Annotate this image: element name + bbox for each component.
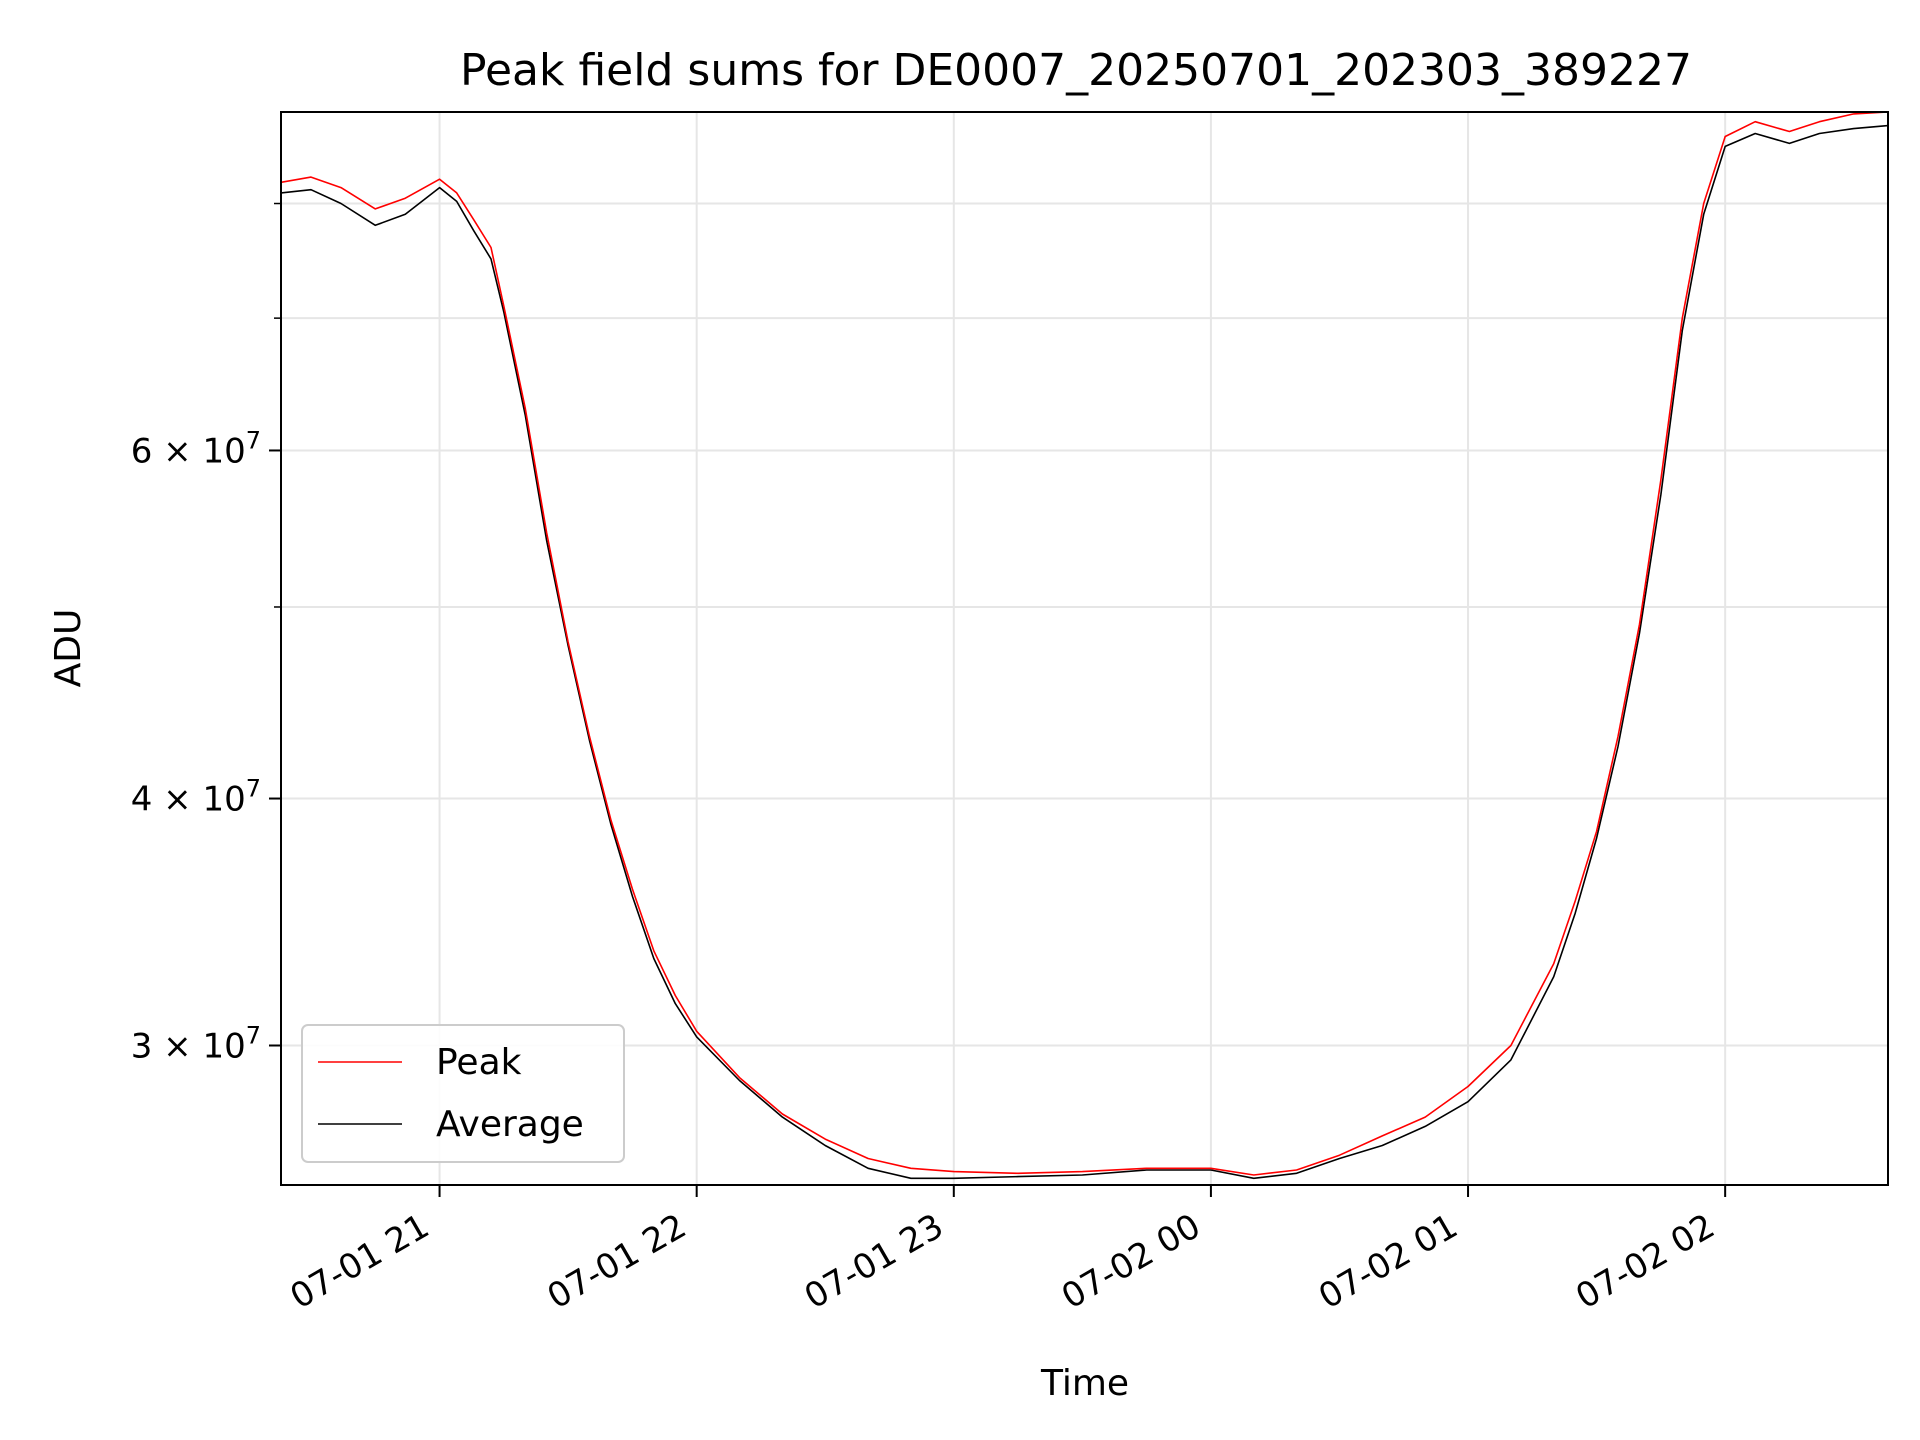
chart-title: Peak field sums for DE0007_20250701_2023… (460, 45, 1692, 96)
legend-average-label: Average (436, 1104, 584, 1145)
plot-frame (280, 111, 1889, 1186)
series-line-average (281, 124, 1888, 1180)
legend-peak-label: Peak (436, 1042, 522, 1083)
y-axis-title: ADU (48, 609, 89, 688)
y-axis: 3 × 107 4 × 107 6 × 107 (131, 202, 281, 1066)
y-tick-label: 3 × 107 (131, 1021, 261, 1066)
legend: Peak Average (301, 1024, 625, 1163)
series-layer (281, 112, 1888, 1180)
legend-box (301, 1024, 625, 1163)
y-tick-label: 4 × 107 (131, 775, 261, 820)
y-tick-label: 6 × 107 (131, 426, 261, 471)
x-axis-title: Time (1040, 1363, 1129, 1404)
series-line-peak (281, 112, 1888, 1176)
